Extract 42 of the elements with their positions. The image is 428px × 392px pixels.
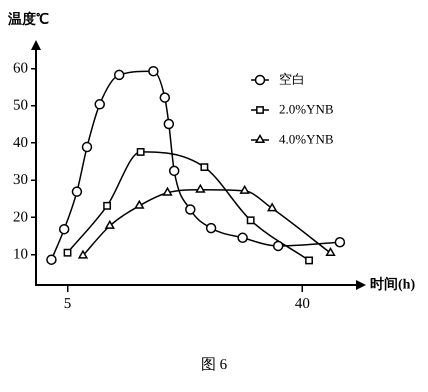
y-tick-label: 50	[13, 98, 28, 114]
point	[148, 66, 159, 76]
y-tick-label: 30	[13, 172, 28, 188]
point	[237, 232, 248, 244]
point	[78, 250, 88, 259]
y-tick-label: 60	[13, 60, 28, 77]
y-tick-label: 40	[13, 134, 28, 151]
point	[114, 70, 124, 80]
point	[240, 186, 250, 194]
y-tick-label: 20	[13, 209, 28, 226]
point	[272, 240, 284, 252]
point	[196, 184, 206, 193]
legend-label: 空白	[279, 71, 305, 86]
y-tick-label: 10	[13, 246, 28, 262]
point	[134, 200, 144, 209]
point	[185, 204, 196, 215]
caption: 图 6	[200, 356, 228, 374]
x-tick-label: 5	[64, 296, 72, 312]
point	[246, 216, 255, 224]
point	[206, 222, 216, 234]
point	[305, 256, 313, 264]
point	[64, 248, 72, 257]
point	[103, 202, 112, 210]
point	[46, 254, 57, 265]
legend-label: 4.0%YNB	[279, 131, 334, 146]
point	[168, 166, 180, 176]
point	[72, 186, 82, 197]
point	[58, 224, 70, 234]
x-axis-title: 时间(h)	[370, 276, 416, 293]
point	[94, 99, 105, 110]
point	[200, 163, 208, 172]
point	[164, 118, 174, 130]
legend-label: 2.0%YNB	[279, 101, 334, 116]
point	[82, 142, 92, 152]
point	[136, 148, 145, 156]
point	[162, 188, 172, 196]
point	[105, 220, 114, 229]
point	[267, 203, 277, 212]
y-axis-title: 温度℃	[7, 10, 49, 28]
point	[160, 92, 170, 103]
point	[334, 236, 346, 248]
point	[326, 248, 336, 256]
